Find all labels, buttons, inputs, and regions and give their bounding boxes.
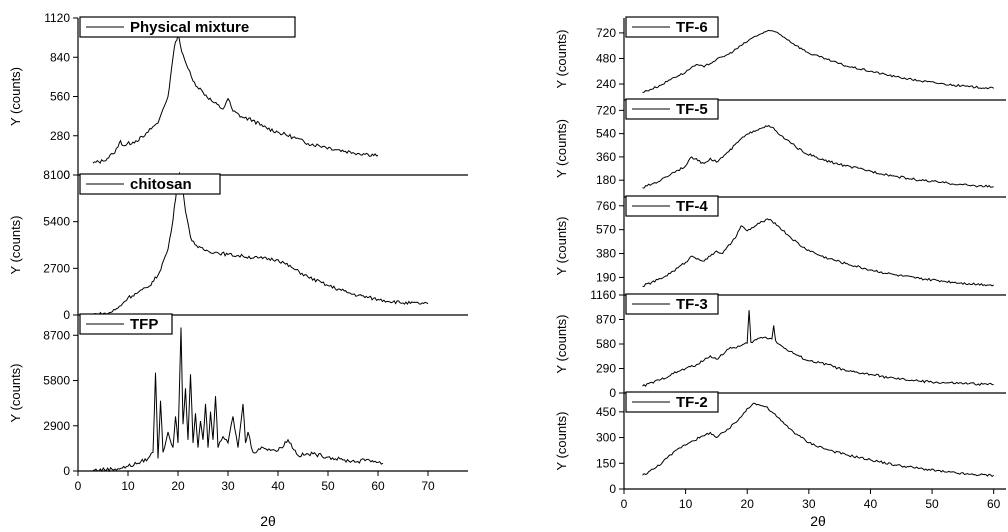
legend-box-tf-2	[625, 391, 719, 413]
y-tick-label: 540	[596, 127, 616, 141]
x-tick-label: 40	[271, 479, 285, 493]
x-tick-label: 0	[621, 497, 628, 511]
x-tick-label: 60	[987, 497, 1001, 511]
legend-label-tf-5: TF-5	[676, 101, 708, 118]
y-tick-label: 360	[596, 150, 616, 164]
x-tick-label: 50	[925, 497, 939, 511]
y-axis-label: Y (counts)	[554, 29, 569, 88]
legend-label-physical-mixture: Physical mixture	[130, 19, 249, 36]
series-line-tf-5	[642, 124, 994, 189]
legend-label-tf-3: TF-3	[676, 296, 708, 313]
y-tick-label: 8700	[43, 328, 70, 342]
legend-box-physical-mixture	[79, 16, 296, 38]
y-tick-label: 720	[596, 26, 616, 40]
series-line-tf-6	[642, 29, 994, 93]
legend-label-tf-6: TF-6	[676, 19, 708, 36]
series-line-tf-2	[642, 402, 994, 478]
y-tick-label: 760	[596, 199, 616, 213]
y-tick-label: 480	[596, 51, 616, 65]
y-axis-label: Y (counts)	[554, 216, 569, 275]
y-tick-label: 290	[596, 362, 616, 376]
x-tick-label: 20	[171, 479, 185, 493]
y-tick-label: 870	[596, 313, 616, 327]
series-line-tf-4	[642, 218, 994, 288]
panel-tf-6: 240 480 720 Y (counts) TF-6	[554, 16, 1006, 101]
legend-label-tf-2: TF-2	[676, 394, 708, 411]
y-tick-label: 2900	[43, 419, 70, 433]
panel-tf-4: 190 380 570 760 Y (counts) TF-4	[554, 195, 1006, 296]
y-tick-label: 180	[596, 173, 616, 187]
panel-tfp: 0 2900 5800 8700 0 10 20 30 40 50 60 70 Y (counts) TF…	[8, 313, 468, 493]
y-tick-label: 720	[596, 103, 616, 117]
y-tick-label: 150	[596, 456, 616, 470]
y-tick-label: 240	[596, 77, 616, 91]
series-line-physical-mixture	[92, 32, 379, 164]
x-tick-label: 10	[679, 497, 693, 511]
y-tick-label: 190	[596, 270, 616, 284]
x-tick-label: 30	[221, 479, 235, 493]
y-tick-label: 0	[63, 464, 70, 478]
y-tick-label: 300	[596, 431, 616, 445]
y-tick-label: 450	[596, 405, 616, 419]
y-tick-label: 0	[609, 482, 616, 496]
y-tick-label: 280	[50, 129, 70, 143]
x-tick-label: 60	[371, 479, 385, 493]
y-axis-label: Y (counts)	[554, 119, 569, 178]
panel-tf-5: 180 360 540 720 Y (counts) TF-5	[554, 98, 1006, 198]
y-tick-label: 1120	[44, 11, 70, 25]
x-tick-label: 30	[802, 497, 816, 511]
y-axis-label: Y (counts)	[554, 411, 569, 470]
x-tick-label: 0	[75, 479, 82, 493]
x-tick-label: 70	[421, 479, 435, 493]
series-line-tfp	[92, 327, 384, 473]
legend-box-tf-3	[625, 293, 719, 315]
x-tick-label: 50	[321, 479, 335, 493]
legend-label-chitosan: chitosan	[130, 176, 192, 193]
panel-chitosan: 0 2700 5400 8100 Y (counts) chitosan	[8, 168, 468, 322]
legend-box-tfp	[79, 313, 173, 335]
y-tick-label: 0	[609, 386, 616, 400]
panel-tf-2: 0 150 300 450 0 10 20 30 40 50 60 Y (counts) TF-2	[554, 391, 1006, 511]
y-axis-label: Y (counts)	[8, 67, 23, 126]
y-axis-label: Y (counts)	[8, 363, 23, 422]
y-tick-label: 840	[50, 50, 70, 64]
legend-label-tfp: TFP	[130, 316, 158, 333]
legend-box-chitosan	[79, 173, 221, 195]
x-tick-label: 10	[121, 479, 135, 493]
x-tick-label: 40	[864, 497, 878, 511]
legend-box-tf-4	[625, 195, 719, 217]
panel-physical-mixture: 0 280 560 840 1120 Y (counts) Physical mixture	[8, 11, 468, 182]
y-tick-label: 570	[596, 223, 616, 237]
y-axis-label: Y (counts)	[554, 314, 569, 373]
y-tick-label: 560	[50, 90, 70, 104]
y-tick-label: 5400	[43, 215, 70, 229]
x-axis-label-right: 2θ	[810, 513, 826, 529]
y-tick-label: 0	[63, 308, 70, 322]
y-tick-label: 580	[596, 337, 616, 351]
x-tick-label: 20	[741, 497, 755, 511]
y-tick-label: 380	[596, 247, 616, 261]
y-tick-label: 0	[63, 168, 70, 182]
legend-box-tf-6	[625, 16, 719, 38]
y-tick-label: 1160	[590, 288, 616, 302]
y-tick-label: 8100	[43, 168, 70, 182]
series-line-tf-3	[642, 310, 994, 388]
y-tick-label: 2700	[43, 261, 70, 275]
y-tick-label: 5800	[43, 374, 70, 388]
x-axis-label-left: 2θ	[260, 513, 276, 529]
legend-label-tf-4: TF-4	[676, 198, 708, 215]
series-line-chitosan	[92, 171, 429, 317]
legend-box-tf-5	[625, 98, 719, 120]
panel-tf-3: 0 290 580 870 1160 Y (counts) TF-3	[554, 288, 1006, 400]
y-axis-label: Y (counts)	[8, 215, 23, 274]
